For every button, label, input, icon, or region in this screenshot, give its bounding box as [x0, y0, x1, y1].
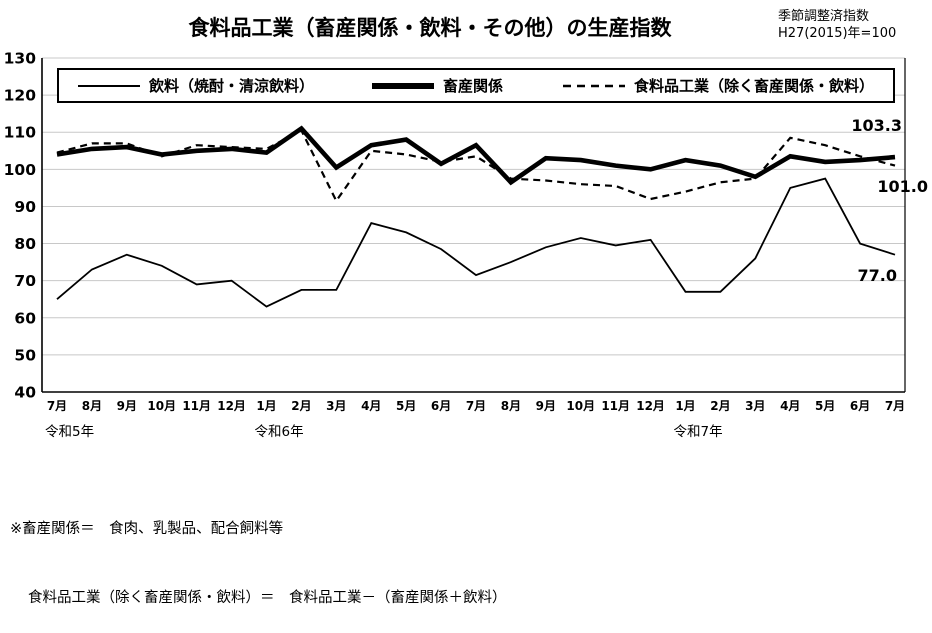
y-tick-label-120: 120	[4, 87, 37, 105]
x-tick-label-13: 8月	[501, 399, 521, 413]
y-tick-label-110: 110	[4, 124, 37, 142]
x-tick-label-21: 4月	[780, 399, 800, 413]
y-tick-label-40: 40	[14, 384, 36, 402]
footnote-line1: ※畜産関係＝ 食肉、乳製品、配合飼料等	[10, 521, 284, 537]
era-label-令和5年: 令和5年	[45, 424, 94, 440]
legend-item-food-industry: 食料品工業（除く畜産関係・飲料）	[562, 70, 874, 101]
x-tick-label-22: 5月	[815, 399, 835, 413]
x-tick-label-12: 7月	[466, 399, 486, 413]
y-tick-label-130: 130	[4, 50, 37, 68]
x-tick-label-7: 2月	[291, 399, 311, 413]
x-tick-label-24: 7月	[885, 399, 905, 413]
x-tick-label-9: 4月	[361, 399, 381, 413]
era-label-令和7年: 令和7年	[674, 424, 723, 440]
x-tick-label-5: 12月	[217, 399, 246, 413]
x-tick-label-6: 1月	[256, 399, 276, 413]
y-tick-label-60: 60	[14, 309, 36, 327]
x-tick-label-15: 10月	[566, 399, 595, 413]
y-tick-label-50: 50	[14, 346, 36, 364]
index-note-line1: 季節調整済指数	[778, 9, 870, 24]
x-tick-label-10: 5月	[396, 399, 416, 413]
y-tick-label-100: 100	[4, 161, 37, 179]
legend-line-thin-icon	[78, 84, 140, 87]
x-tick-label-14: 9月	[536, 399, 556, 413]
x-tick-label-4: 11月	[182, 399, 211, 413]
chart-title: 食料品工業（畜産関係・飲料・その他）の生産指数	[188, 16, 672, 40]
legend-label-livestock: 畜産関係	[443, 77, 504, 95]
x-tick-label-19: 2月	[710, 399, 730, 413]
legend: 飲料（焼酎・清涼飲料） 畜産関係 食料品工業（除く畜産関係・飲料）	[57, 68, 895, 103]
legend-item-livestock: 畜産関係	[371, 70, 503, 101]
index-note-line2: H27(2015)年=100	[778, 26, 897, 41]
x-tick-label-18: 1月	[675, 399, 695, 413]
end-label-dashed: 101.0	[877, 177, 928, 196]
y-tick-label-70: 70	[14, 272, 36, 290]
footnotes: ※畜産関係＝ 食肉、乳製品、配合飼料等 食料品工業（除く畜産関係・飲料）＝ 食料…	[10, 472, 507, 633]
index-note: 季節調整済指数 H27(2015)年=100	[778, 8, 926, 42]
y-tick-label-90: 90	[14, 198, 36, 216]
legend-item-beverages: 飲料（焼酎・清涼飲料）	[77, 70, 314, 101]
legend-label-beverages: 飲料（焼酎・清涼飲料）	[149, 77, 315, 95]
end-label-thin-solid: 77.0	[858, 266, 897, 285]
end-label-thick-solid: 103.3	[851, 116, 902, 135]
x-tick-label-1: 8月	[82, 399, 102, 413]
chart-area: 40 50 60 70 80 90 100 110 120 130 7月 8月 9月 10月 11月 12月 1…	[4, 50, 928, 441]
era-label-令和6年: 令和6年	[255, 424, 304, 440]
legend-line-dashed-icon	[563, 84, 625, 87]
legend-label-food-industry: 食料品工業（除く畜産関係・飲料）	[634, 77, 875, 95]
y-tick-label-80: 80	[14, 235, 36, 253]
x-tick-label-16: 11月	[601, 399, 630, 413]
x-tick-label-0: 7月	[47, 399, 67, 413]
footnote-line2: 食料品工業（除く畜産関係・飲料）＝ 食料品工業－（畜産関係＋飲料）	[28, 590, 507, 606]
line-chart-svg: 40 50 60 70 80 90 100 110 120 130 7月 8月 9月 10月 11月 12月 1…	[4, 50, 928, 441]
x-tick-label-3: 10月	[147, 399, 176, 413]
x-tick-label-23: 6月	[850, 399, 870, 413]
x-tick-label-17: 12月	[636, 399, 665, 413]
legend-line-thick-icon	[372, 82, 434, 89]
x-tick-label-8: 3月	[326, 399, 346, 413]
x-tick-label-2: 9月	[117, 399, 137, 413]
series-line-dashed	[56, 128, 896, 204]
series-line-thick-solid	[56, 125, 896, 186]
x-tick-label-11: 6月	[431, 399, 451, 413]
x-tick-label-20: 3月	[745, 399, 765, 413]
series-line-thin-solid	[56, 177, 896, 308]
